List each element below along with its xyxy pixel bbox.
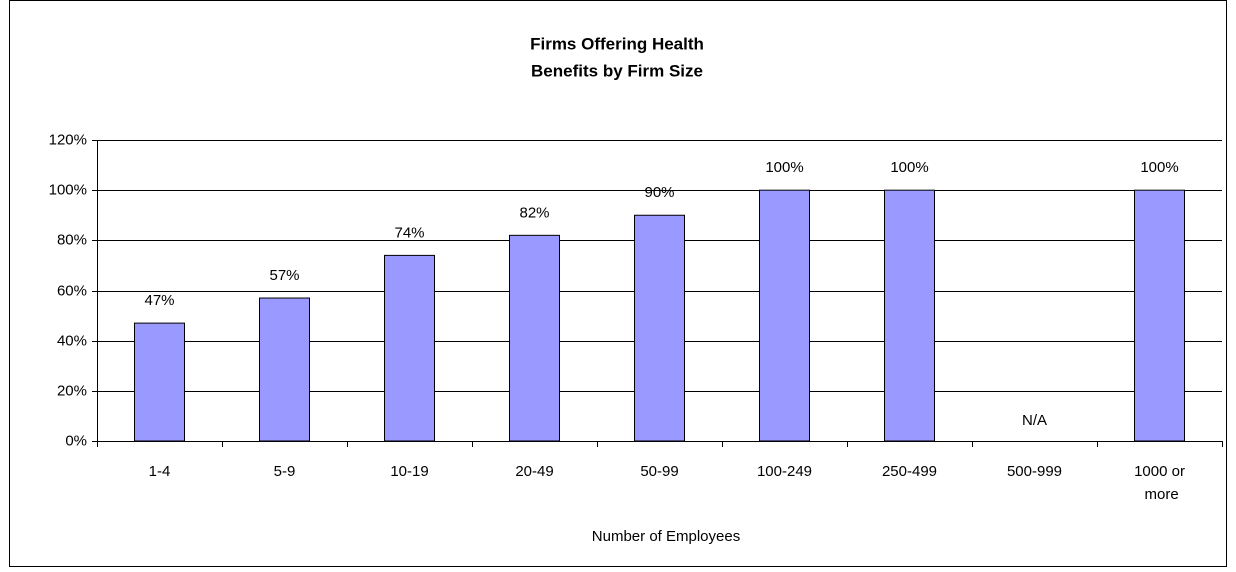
bar [884, 189, 935, 442]
y-tick-label: 120% [49, 131, 87, 148]
data-label: 74% [394, 224, 424, 241]
data-label: 90% [644, 184, 674, 201]
bar [509, 234, 560, 442]
x-tick-label: 250-499 [882, 463, 937, 480]
y-tick-label: 100% [49, 181, 87, 198]
chart-title: Benefits by Firm Size [531, 61, 703, 80]
x-axis-title: Number of Employees [592, 528, 740, 545]
x-tick-label: 1-4 [149, 463, 171, 480]
y-tick-label: 40% [57, 332, 87, 349]
x-tick-label: 500-999 [1007, 463, 1062, 480]
chart-border [9, 0, 1227, 567]
data-label: 57% [269, 267, 299, 284]
data-label: 82% [519, 204, 549, 221]
data-label: 100% [765, 159, 803, 176]
data-label: 100% [1140, 159, 1178, 176]
bar [634, 214, 685, 442]
x-tick-label: 20-49 [515, 463, 553, 480]
x-tick-label: 100-249 [757, 463, 812, 480]
x-tick-label: 10-19 [390, 463, 428, 480]
data-label: 47% [144, 292, 174, 309]
bar [259, 297, 310, 442]
chart-title: Firms Offering Health [530, 34, 704, 53]
y-tick-label: 60% [57, 282, 87, 299]
x-tick-label: 1000 or more [1134, 463, 1185, 503]
bar [134, 322, 185, 442]
y-tick-label: 20% [57, 382, 87, 399]
y-tick-label: 0% [65, 432, 87, 449]
y-tick-label: 80% [57, 231, 87, 248]
x-tick-label: 5-9 [274, 463, 296, 480]
data-label: 100% [890, 159, 928, 176]
bar [1134, 189, 1185, 442]
bar [759, 189, 810, 442]
x-tick-label: 50-99 [640, 463, 678, 480]
data-label: N/A [1022, 412, 1047, 429]
bar [384, 254, 435, 442]
